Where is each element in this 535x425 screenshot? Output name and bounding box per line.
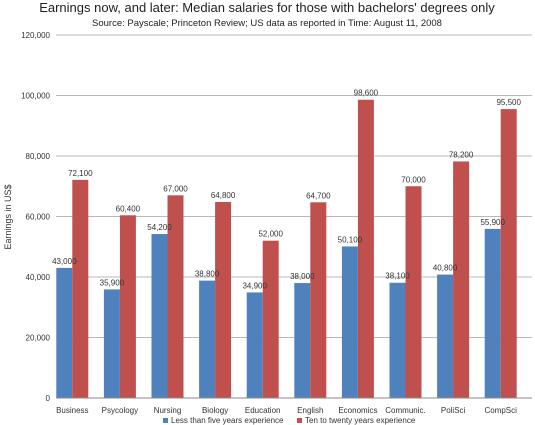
bar <box>119 215 136 398</box>
legend-swatch <box>163 418 168 423</box>
x-tick-label: Business <box>56 406 88 415</box>
x-tick-label: Nursing <box>154 406 182 415</box>
y-axis-title: Earnings in US$ <box>3 184 13 249</box>
bar <box>389 282 406 398</box>
data-label: 38,100 <box>385 272 410 281</box>
data-label: 54,200 <box>147 223 172 232</box>
bar <box>246 292 263 398</box>
bar <box>484 228 501 398</box>
data-label: 64,800 <box>211 191 236 200</box>
data-label: 67,000 <box>163 184 188 193</box>
data-label: 38,800 <box>195 270 220 279</box>
bars <box>56 99 517 399</box>
bar <box>500 109 517 399</box>
data-label: 64,700 <box>306 191 331 200</box>
y-tick-label: 40,000 <box>26 273 51 282</box>
y-tick-label: 100,000 <box>21 92 50 101</box>
legend-swatch <box>297 418 302 423</box>
data-label: 72,100 <box>68 169 93 178</box>
legend-label: Less than five years experience <box>171 416 284 425</box>
chart-title: Earnings now, and later: Median salaries… <box>39 0 495 15</box>
x-tick-label: Communic. <box>385 406 425 415</box>
bar <box>215 201 232 398</box>
data-labels: 43,000 72,100 35,900 60,400 54,200 67,000 38,8… <box>52 89 521 291</box>
y-tick-label: 120,000 <box>21 31 50 40</box>
x-tick-label: Education <box>245 406 281 415</box>
bar <box>405 186 422 398</box>
y-tick-label: 60,000 <box>26 213 51 222</box>
x-tick-label: CompSci <box>484 406 517 415</box>
data-label: 40,800 <box>433 264 458 273</box>
bar <box>103 289 120 398</box>
data-label: 70,000 <box>401 175 426 184</box>
data-label: 43,000 <box>52 257 77 266</box>
bar <box>357 99 374 399</box>
data-label: 98,600 <box>354 89 379 98</box>
chart-subtitle: Source: Payscale; Princeton Review; US d… <box>92 18 442 29</box>
data-label: 52,000 <box>258 230 283 239</box>
data-label: 95,500 <box>496 98 521 107</box>
bar <box>72 179 89 398</box>
bar <box>453 161 470 398</box>
x-tick-label: Economics <box>338 406 377 415</box>
data-label: 55,900 <box>480 218 505 227</box>
x-tick-label: PoliSci <box>441 406 466 415</box>
bar <box>199 280 216 398</box>
data-label: 38,000 <box>290 272 315 281</box>
legend: Less than five years experience Ten to tw… <box>163 416 416 425</box>
x-tick-label: Biology <box>202 406 228 415</box>
y-tick-label: 80,000 <box>26 152 51 161</box>
y-axis-ticks: 0 20,000 40,000 60,000 80,000 100,000 120,000 <box>21 31 50 403</box>
data-label: 35,900 <box>100 278 125 287</box>
category-labels: Business Psycology Nursing Biology Education… <box>56 406 517 415</box>
bar <box>262 240 279 398</box>
data-label: 78,200 <box>449 150 474 159</box>
data-label: 50,100 <box>338 235 363 244</box>
data-label: 60,400 <box>116 204 141 213</box>
bar <box>56 267 73 398</box>
bar <box>294 283 311 398</box>
data-label: 34,900 <box>242 281 267 290</box>
bar <box>341 246 358 398</box>
bar <box>310 202 327 398</box>
y-tick-label: 20,000 <box>26 334 51 343</box>
bar <box>437 274 454 398</box>
bar <box>167 195 184 398</box>
bar <box>151 234 168 398</box>
legend-label: Ten to twenty years experience <box>305 416 416 425</box>
x-tick-label: English <box>297 406 323 415</box>
x-tick-label: Psycology <box>102 406 138 415</box>
y-tick-label: 0 <box>46 394 51 403</box>
